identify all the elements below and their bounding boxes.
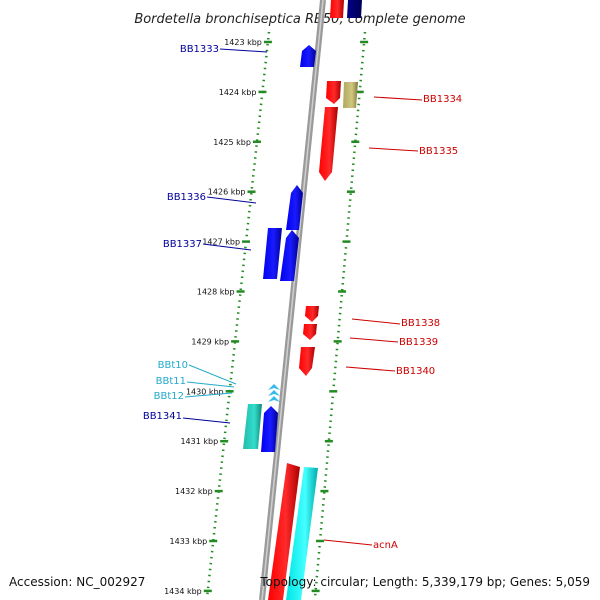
gene-red-long[interactable] [268,463,300,600]
kbp-label: 1432 kbp [175,487,213,496]
leader-bbt11 [186,381,235,388]
gene-bb1334-a[interactable] [326,81,341,104]
gene-teal[interactable] [243,404,262,449]
gene-bb1340[interactable] [299,347,315,376]
leader-acna [323,539,373,546]
kbp-scale: 1423 kbp 1424 kbp 1425 kbp 1426 kbp 1427 kbp… [164,38,369,596]
leader-bb1341 [182,417,231,424]
gene-bb1339[interactable] [303,324,317,340]
label-bb1341[interactable]: BB1341 [143,411,182,422]
leader-bbt12 [184,392,233,398]
leader-bb1334 [373,96,423,101]
kbp-label: 1428 kbp [197,288,235,297]
leader-bb1339 [349,337,399,343]
label-bbt10[interactable]: BBt10 [158,360,188,371]
kbp-label: 1423 kbp [224,38,262,47]
gene-bb1337-a[interactable] [263,228,282,279]
label-bb1335[interactable]: BB1335 [419,146,458,157]
leader-bb1340 [345,366,396,372]
kbp-label: 1424 kbp [219,88,257,97]
gene-acna[interactable] [286,467,318,600]
kbp-label: 1425 kbp [213,138,251,147]
label-bb1337[interactable]: BB1337 [163,239,202,250]
leader-bb1336 [206,196,257,204]
leader-bbt10 [188,364,237,385]
leader-bb1333 [219,48,268,53]
gene-bb1337[interactable] [280,230,299,281]
gene-bb1338[interactable] [305,306,319,322]
label-bb1339[interactable]: BB1339 [399,337,438,348]
left-tick-track [205,31,271,599]
accession-text: Accession: NC_002927 [9,575,145,589]
trna-bbt12[interactable] [268,396,280,402]
kbp-label: 1434 kbp [164,587,202,596]
label-bb1338[interactable]: BB1338 [401,318,440,329]
topology-text: Topology: circular; Length: 5,339,179 bp… [259,575,590,589]
label-acna[interactable]: acnA [373,540,398,551]
gene-top-red[interactable] [330,0,344,18]
label-bbt12[interactable]: BBt12 [154,391,184,402]
kbp-label: 1431 kbp [180,437,218,446]
trna-bbt10[interactable] [268,384,280,390]
gene-bb1341[interactable] [261,406,278,452]
kbp-label: 1429 kbp [191,337,229,346]
gene-bb1333[interactable] [300,45,316,67]
kbp-label: 1433 kbp [170,537,208,546]
gene-bb1335[interactable] [319,107,338,181]
kbp-label: 1427 kbp [202,238,240,247]
label-bb1340[interactable]: BB1340 [396,366,435,377]
right-tick-track [313,31,367,599]
kbp-label: 1426 kbp [208,188,246,197]
label-bb1334[interactable]: BB1334 [423,94,462,105]
label-bb1333[interactable]: BB1333 [180,44,219,55]
leader-bb1337 [202,243,252,251]
leader-bb1338 [351,318,401,325]
trna-bbt11[interactable] [268,390,280,396]
leader-bb1335 [368,147,419,152]
kbp-label: 1430 kbp [186,387,224,396]
genome-backbone-highlight [261,0,324,600]
gene-top-navy[interactable] [347,0,362,18]
map-title: Bordetella bronchiseptica RB50, complete… [134,12,465,27]
label-bbt11[interactable]: BBt11 [156,376,186,387]
gene-bb1334[interactable] [343,82,358,108]
gene-bb1336[interactable] [286,185,303,230]
label-bb1336[interactable]: BB1336 [167,192,206,203]
